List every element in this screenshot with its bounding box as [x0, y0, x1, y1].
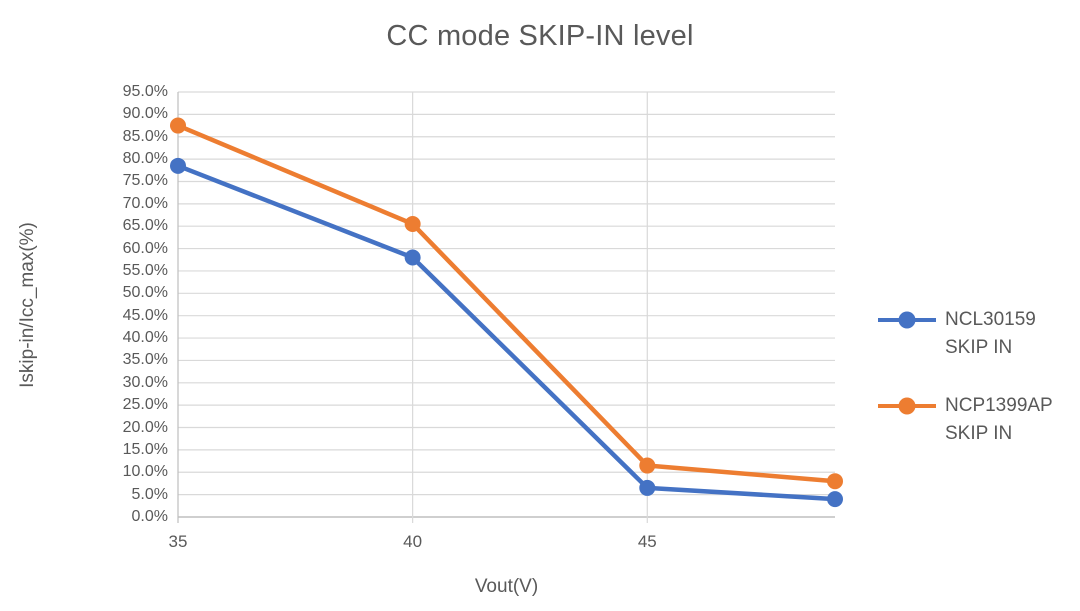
legend-label-line: SKIP IN [945, 423, 1013, 444]
x-tick-label: 35 [168, 532, 188, 551]
legend-label-line: NCP1399AP [945, 395, 1053, 416]
data-point-marker [639, 479, 656, 496]
y-tick-label: 90.0% [122, 105, 168, 123]
chart-title: CC mode SKIP-IN level [386, 20, 694, 52]
legend: NCL30159 SKIP IN NCP1399AP SKIP IN [876, 306, 1053, 448]
legend-circle [898, 397, 916, 415]
legend-label-line: SKIP IN [945, 337, 1013, 358]
data-point-marker [170, 157, 186, 174]
x-tick-label: 40 [403, 532, 423, 551]
legend-marker-icon [878, 397, 936, 415]
y-tick-label: 60.0% [122, 239, 168, 257]
y-tick-label: 70.0% [122, 194, 168, 212]
series-line-2 [175, 123, 838, 484]
data-point-marker [404, 249, 421, 266]
y-tick-label: 30.0% [122, 373, 168, 391]
data-point-marker [404, 215, 421, 232]
y-tick-label: 55.0% [122, 261, 168, 279]
legend-circle [898, 311, 916, 329]
y-tick-label: 0.0% [131, 508, 168, 525]
y-tick-label: 40.0% [122, 329, 168, 347]
data-point-marker [827, 473, 843, 490]
y-tick-label: 35.0% [122, 351, 168, 369]
legend-label: NCL30159 SKIP IN [945, 306, 1036, 362]
data-point-marker [639, 457, 656, 474]
x-tick-label: 45 [637, 532, 657, 551]
y-tick-label: 50.0% [122, 284, 168, 302]
y-tick-label: 80.0% [122, 150, 168, 168]
y-tick-label: 75.0% [122, 172, 168, 190]
y-tick-label: 10.0% [122, 463, 168, 481]
y-tick-label: 5.0% [131, 485, 168, 503]
y-tick-label: 95.0% [122, 83, 168, 100]
legend-label-line: NCL30159 [945, 309, 1036, 330]
x-axis-title: Vout(V) [474, 576, 539, 597]
data-point-marker [170, 117, 186, 134]
series-line-1 [175, 163, 838, 502]
legend-item-ncl30159: NCL30159 SKIP IN [876, 306, 1053, 362]
y-tick-label: 20.0% [122, 418, 168, 436]
y-tick-label: 85.0% [122, 127, 168, 145]
data-point-marker [827, 491, 843, 508]
legend-label: NCP1399AP SKIP IN [945, 392, 1053, 448]
legend-item-ncp1399ap: NCP1399AP SKIP IN [876, 392, 1053, 448]
y-tick-label: 45.0% [122, 306, 168, 324]
y-tick-label: 15.0% [122, 440, 168, 458]
y-tick-label: 65.0% [122, 217, 168, 235]
legend-marker-icon [878, 311, 936, 329]
y-tick-label: 25.0% [122, 396, 168, 414]
